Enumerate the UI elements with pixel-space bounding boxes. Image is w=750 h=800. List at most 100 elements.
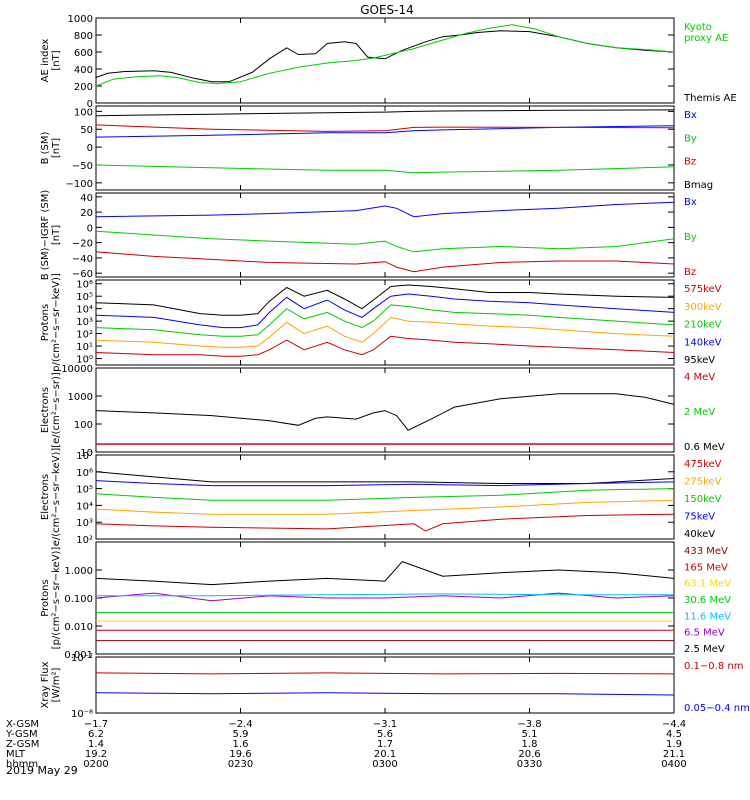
y-tick-label: −50 [72,161,93,172]
x-row-value: 0400 [661,759,686,770]
legend-entry: Bz [684,267,696,278]
y-tick-label: 10 [80,448,93,459]
legend-entry: Kyoto proxy AE [684,22,728,44]
legend-entry: Bz [684,157,696,168]
x-row-value: −4.4 [662,719,686,730]
y-tick-label: 20 [80,208,93,219]
x-row-label: MLT [6,749,26,760]
panel-xray: 10⁻⁸ 10⁻⁷ Xray Flux[W/m²] 0.1−0.8 nm 0.05−0.… [40,653,750,720]
legend-entry: 0.6 MeV [684,442,725,453]
y-tick-label: 10⁶ [76,280,93,291]
y-tick-label: 10⁴ [76,305,93,316]
y-tick-label: 10³ [76,317,93,328]
legend-entry: 300keV [684,302,722,313]
legend-entry: 2.5 MeV [684,644,725,655]
x-row-label: Z-GSM [6,739,39,750]
legend-entry: 30.6 MeV [684,595,731,606]
legend-entry: 6.5 MeV [684,628,725,639]
series-line-kyoto-proxy-ae [95,24,675,87]
y-tick-label: 600 [74,48,93,59]
y-axis-label: Xray Flux[W/m²] [40,661,62,708]
legend-entry: 140keV [684,337,722,348]
y-tick-label: −100 [66,179,93,190]
y-tick-label: 1000 [68,392,93,403]
x-row-value: 1.9 [666,739,682,750]
panel-frame [95,17,675,104]
series-line-11-6-mev [96,593,674,597]
x-row-value: 5.6 [377,729,393,740]
legend-entry: Themis AE [683,93,737,104]
legend-entry: 75keV [684,512,715,523]
series-line-210kev [95,304,675,337]
y-tick-label: 10⁻⁷ [71,653,93,664]
x-axis-table: X-GSM −1.7 −2.4 −3.1 −3.8 −4.4 Y-GSM 6.2 5.9 5.6 5… [5,719,687,770]
panel-protons2: 0.001 0.010 0.100 1.000Protons[p/(cm²−s−sr−… [40,541,731,661]
legend-entry: 0.1−0.8 nm [684,661,743,672]
legend-entry: By [684,133,697,144]
x-row-value: −3.1 [373,719,397,730]
legend-entry: 95keV [684,355,715,366]
x-row-value: 19.6 [229,749,251,760]
y-tick-label: 0.001 [64,650,93,661]
legend-entry: 475keV [684,459,722,470]
y-tick-label: −60 [72,269,93,280]
y-tick-label: 10² [76,535,93,546]
x-row-value: 6.2 [88,729,104,740]
series-line-by [95,230,675,253]
series-line-75kev [95,480,675,487]
x-row-value: 19.2 [85,749,107,760]
legend-entry: 575keV [684,284,722,295]
plot-title: GOES-14 [360,3,414,17]
y-tick-label: 0 [87,223,93,234]
series-line-40kev [95,471,675,484]
x-row-value: 1.6 [233,739,249,750]
legend-entry: 0.05−0.4 nm [684,703,750,714]
panel-bigrf: −60 −40 −20 0 20 40 B (SM)−IGRF (SM)[nT] Bx By Bz [40,190,697,281]
y-tick-label: 50 [80,125,93,136]
panel-frame [95,656,675,714]
series-line-475kev [95,513,675,532]
panel-ae: 0 200 400 600 800 1000 AE index[nT] Kyoto proxy … [40,14,737,110]
legend-entry: 2 MeV [684,407,715,418]
y-tick-label: 10⁴ [76,501,93,512]
y-axis-label: Protonsp/(cm²−s−sr−keV)] [40,273,62,372]
panel-electrons2: 10² 10³ 10⁴ 10⁵ 10⁶ 10⁷ Electronse/(cm²−s−sr−k… [40,448,722,547]
x-row-value: 0300 [372,759,397,770]
x-row-value: −2.4 [228,719,252,730]
y-tick-label: 40 [80,193,93,204]
legend-entry: Bx [684,197,697,208]
x-row-value: 1.7 [377,739,393,750]
x-row-value: 20.1 [374,749,396,760]
y-tick-label: −40 [72,254,93,265]
legend-entry: 63.1 MeV [684,579,731,590]
y-tick-label: 10⁰ [76,354,93,365]
x-row-label: Y-GSM [5,729,38,740]
x-row-value: 0200 [83,759,108,770]
series-line-bmag [95,109,675,117]
series-line-575kev [95,335,675,357]
y-tick-label: 1.000 [64,566,93,577]
y-axis-label: B (SM)−IGRF (SM)[nT] [40,190,62,281]
series-line-0-1-0-8-nm [95,672,675,675]
x-row-value: 0230 [228,759,253,770]
series-line-bz [95,124,675,132]
series-line-140kev [95,293,675,329]
series-line-300kev [95,316,675,348]
y-tick-label: 10⁻⁸ [71,709,93,720]
y-tick-label: 0 [87,143,93,154]
y-tick-label: 100 [74,420,93,431]
y-axis-label: AE index[nT] [40,39,62,83]
series-line-bx [95,201,675,218]
panel-frame [95,105,675,191]
x-row-label: X-GSM [6,719,39,730]
panel-bsm: −100 −50 0 50 100 B (SM)[nT] Bx By Bz Bmag [40,105,713,191]
legend-entry: 150keV [684,494,722,505]
legend-entry: 210keV [684,320,722,331]
y-tick-label: 1000 [68,14,93,25]
x-row-value: −3.8 [517,719,541,730]
x-row-value: 0330 [517,759,542,770]
x-row-value: −1.7 [84,719,108,730]
x-row-value: 1.4 [88,739,104,750]
